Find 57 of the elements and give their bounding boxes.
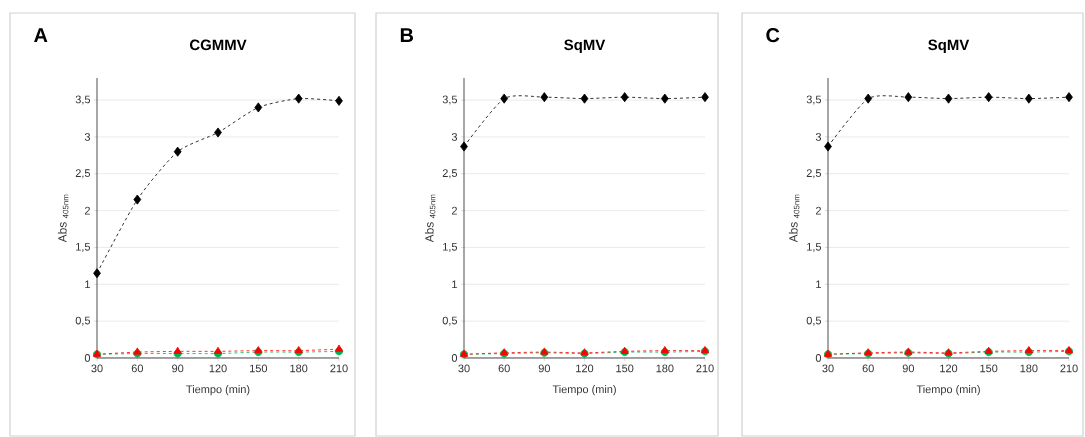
x-tick-label: 150 [250,364,268,373]
y-tick-label: 3,5 [442,95,458,105]
x-tick-label: 180 [290,364,308,373]
y-tick-label: 3 [451,133,458,141]
x-tick-label: 210 [1060,364,1078,373]
x-tick-label: 30 [458,364,470,373]
y-tick-label: 3,5 [806,95,822,105]
x-tick-label: 90 [538,364,550,373]
x-tick-label: 150 [980,364,998,373]
x-tick-label: 30 [822,364,834,373]
y-tick-label: 2 [451,206,457,215]
y-tick-label: 3 [815,133,822,141]
text: A [34,28,48,42]
y-tick-label: 1 [452,280,457,289]
x-tick-label: 60 [862,364,874,373]
x-tick-label: 120 [576,364,594,373]
y-tick-label: 0 [815,354,822,362]
x-tick-label: 210 [330,364,348,373]
y-tick-label: 0 [451,354,458,362]
y-axis-title: Abs $_{405nm}$ [57,194,69,243]
y-tick-label: 1 [85,280,90,289]
y-axis-title: Abs $_{405nm}$ [788,194,800,243]
y-tick-label: 0,5 [442,316,458,326]
chart-title: CGMMV [189,39,247,51]
y-axis-title: Abs $_{405nm}$ [424,194,436,243]
y-tick-label: 2,5 [442,169,458,179]
x-tick-label: 90 [172,364,184,373]
x-tick-label: 120 [940,364,958,373]
y-tick-label: 3,5 [75,95,91,105]
x-tick-label: 150 [616,364,634,373]
text: C [766,28,780,43]
y-tick-label: 2,5 [75,169,91,179]
x-axis-title: Tiempo (min) [552,385,616,396]
x-tick-label: 60 [498,364,510,373]
x-tick-label: 210 [696,364,714,373]
y-tick-label: 1,5 [807,243,822,252]
y-tick-label: 1,5 [76,243,91,252]
y-tick-label: 0,5 [75,316,91,326]
x-axis-title: Tiempo (min) [916,385,980,396]
y-tick-label: 2,5 [806,169,822,179]
x-axis-title: Tiempo (min) [186,385,250,396]
chart-title: SqMV [564,39,606,54]
x-tick-label: 180 [656,364,674,373]
y-tick-label: 3 [84,133,91,141]
x-tick-label: 180 [1020,364,1038,373]
chart-title: SqMV [928,39,970,54]
y-tick-label: 0,5 [806,316,822,326]
y-tick-label: 1 [816,280,821,289]
x-tick-label: 60 [131,364,143,373]
y-tick-label: 2 [815,206,821,215]
x-tick-label: 30 [91,364,103,373]
text: B [400,28,414,42]
y-tick-label: 1,5 [443,243,458,252]
x-tick-label: 90 [902,364,914,373]
x-tick-label: 120 [209,364,227,373]
y-tick-label: 0 [84,354,91,362]
y-tick-label: 2 [84,206,90,215]
